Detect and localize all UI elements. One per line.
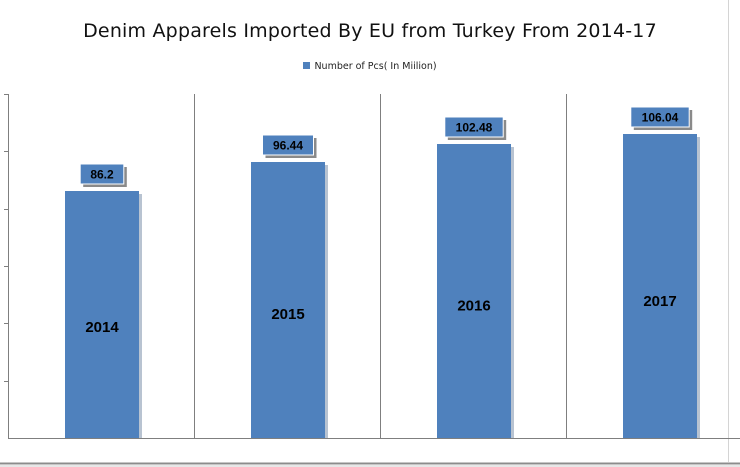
data-label-box — [262, 134, 314, 156]
bar-shadow — [139, 194, 142, 438]
bar-shadow — [697, 137, 700, 438]
category-label-2017: 2017 — [643, 293, 676, 310]
data-label-box — [444, 116, 504, 138]
legend-swatch — [303, 62, 311, 69]
data-label-box — [79, 163, 125, 185]
data-label-2016: 102.48 — [456, 121, 493, 135]
chart-legend: Number of Pcs( In Miilion) — [0, 61, 740, 72]
bar-2015 — [251, 162, 325, 438]
bar-shadow — [511, 147, 514, 438]
bar-2014 — [65, 191, 139, 438]
data-label-2015: 96.44 — [273, 139, 303, 153]
data-label-2017: 106.04 — [642, 111, 679, 125]
legend-label: Number of Pcs( In Miilion) — [314, 61, 437, 72]
category-label-2014: 2014 — [85, 319, 119, 336]
bar-shadow — [325, 165, 328, 438]
category-label-2016: 2016 — [457, 298, 490, 315]
category-label-2015: 2015 — [271, 306, 304, 323]
bar-2017 — [623, 134, 697, 438]
data-label-2014: 86.2 — [90, 168, 114, 182]
data-label-box — [630, 106, 690, 128]
bar-2016 — [437, 144, 511, 438]
chart-title: Denim Apparels Imported By EU from Turke… — [83, 20, 657, 42]
